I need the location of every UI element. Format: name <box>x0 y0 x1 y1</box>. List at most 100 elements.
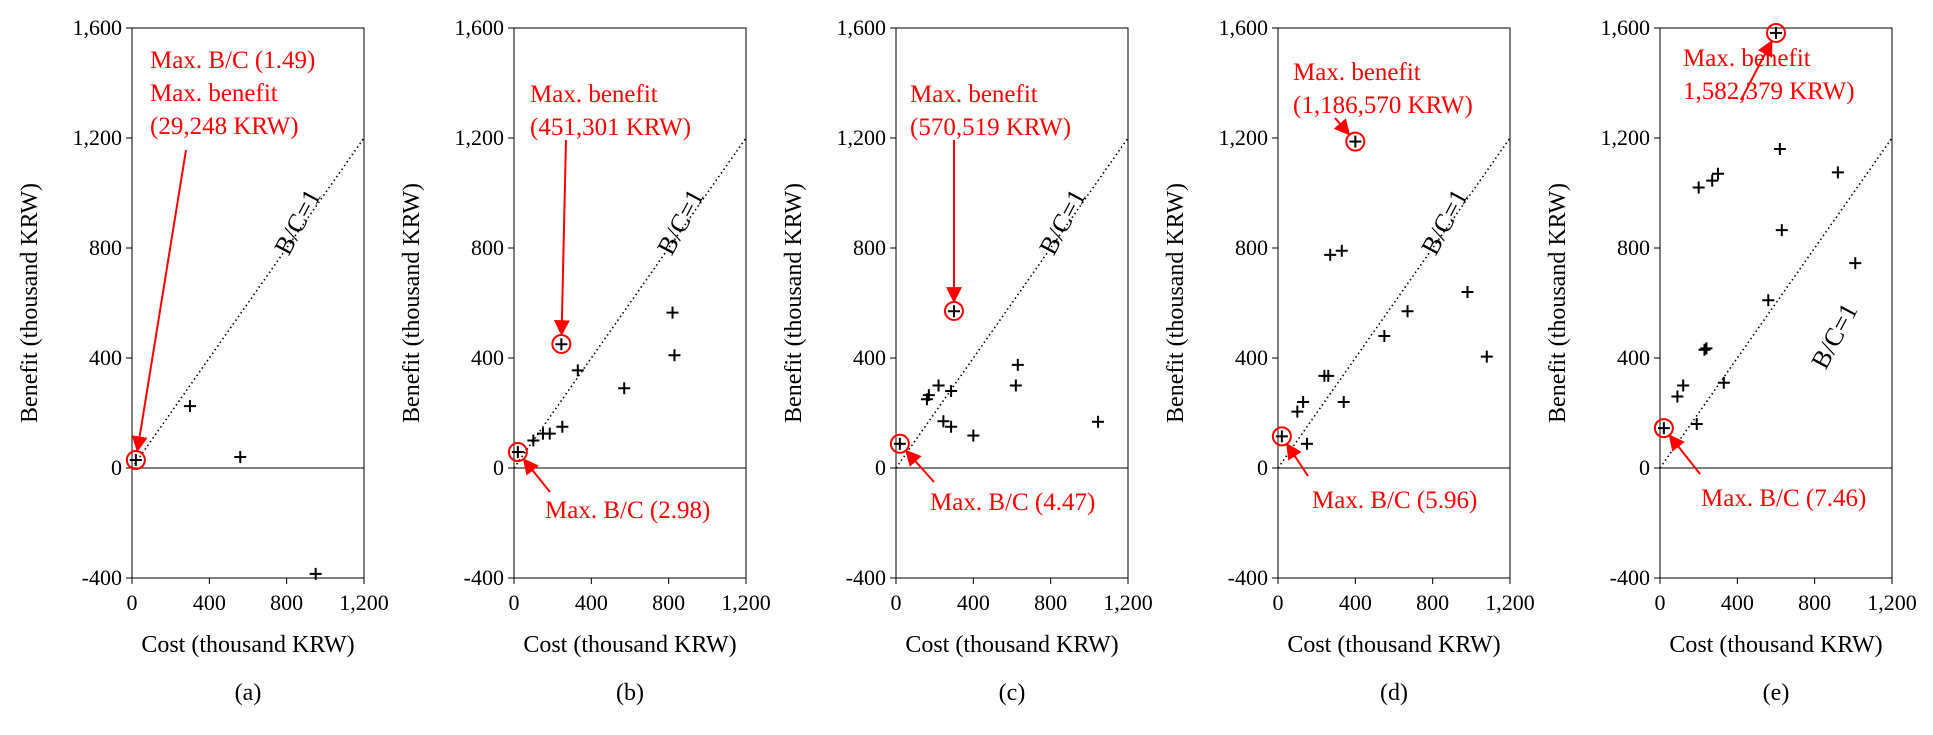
y-tick-label: 800 <box>853 235 886 260</box>
y-tick-label: 1,600 <box>73 15 123 40</box>
data-point <box>1401 305 1414 318</box>
annotation-text: (29,248 KRW) <box>150 113 299 140</box>
y-tick-label: 0 <box>111 455 122 480</box>
data-point <box>618 382 631 395</box>
annotation-arrow <box>131 149 187 453</box>
annotation-text: (451,301 KRW) <box>530 114 691 141</box>
x-tick-label: 1,200 <box>1103 590 1153 615</box>
x-tick-label: 400 <box>193 590 226 615</box>
data-point <box>1671 390 1684 403</box>
y-axis-title: Benefit (thousand KRW) <box>1163 183 1189 423</box>
y-tick-label: 1,200 <box>455 125 505 150</box>
annotation-text: Max. benefit <box>1683 45 1811 72</box>
data-point <box>1275 430 1288 443</box>
y-tick-label: -400 <box>464 565 504 590</box>
annotation-arrow <box>553 139 570 337</box>
y-tick-label: -400 <box>1228 565 1268 590</box>
y-tick-label: 1,200 <box>1601 125 1651 150</box>
annotation-text: Max. benefit <box>150 80 278 107</box>
annotation-text: (1,186,570 KRW) <box>1293 92 1473 119</box>
data-point <box>932 379 945 392</box>
y-tick-label: 0 <box>1257 455 1268 480</box>
data-point <box>1461 286 1474 298</box>
highlight-circle <box>1766 22 1786 43</box>
bc-reference-label: B/C=1 <box>1805 298 1863 373</box>
y-tick-label: 800 <box>89 235 122 260</box>
data-point <box>922 389 935 402</box>
data-point <box>527 434 540 447</box>
data-point <box>1480 350 1493 363</box>
data-point <box>1301 437 1313 450</box>
x-axis-title: Cost (thousand KRW) <box>523 632 736 658</box>
panel-label: (a) <box>235 680 262 706</box>
highlight-circle <box>507 442 528 463</box>
bc-reference-label: B/C=1 <box>1033 184 1091 259</box>
y-tick-label: 400 <box>1617 345 1650 370</box>
data-point <box>309 567 322 580</box>
data-point <box>1717 376 1730 389</box>
annotation-text: (570,519 KRW) <box>910 114 1071 141</box>
panel-label: (e) <box>1763 680 1790 706</box>
data-point <box>184 400 196 413</box>
bc-reference-line <box>513 137 747 469</box>
y-tick-label: 800 <box>1235 235 1268 260</box>
highlight-circle <box>1271 426 1292 447</box>
y-tick-label: 1,200 <box>837 125 887 150</box>
y-tick-label: -400 <box>846 565 886 590</box>
y-tick-label: 1,600 <box>1219 15 1269 40</box>
bc-reference-line <box>1277 137 1511 469</box>
annotation-text: Max. benefit <box>530 81 658 108</box>
bc-reference-label: B/C=1 <box>1415 184 1473 259</box>
y-tick-label: 800 <box>1617 235 1650 260</box>
data-point <box>1692 181 1705 194</box>
data-point <box>1291 405 1304 418</box>
annotation-text: Max. B/C (2.98) <box>545 497 710 524</box>
data-point <box>1009 379 1022 392</box>
data-point <box>1011 358 1024 371</box>
data-point <box>1700 342 1713 355</box>
data-point <box>1712 167 1724 180</box>
highlight-circle <box>1653 418 1674 439</box>
annotation-arrow <box>905 449 935 483</box>
data-point <box>967 429 980 442</box>
data-point <box>1831 166 1844 179</box>
data-point <box>1378 330 1391 342</box>
bc-reference-line <box>895 137 1129 469</box>
x-tick-label: 0 <box>891 590 902 615</box>
data-point <box>668 349 681 362</box>
panel-label: (b) <box>616 680 644 706</box>
plot-frame <box>895 27 1129 579</box>
x-tick-label: 1,200 <box>1485 590 1535 615</box>
x-tick-label: 400 <box>957 590 990 615</box>
x-axis-title: Cost (thousand KRW) <box>141 632 354 658</box>
y-axis-title: Benefit (thousand KRW) <box>781 183 807 423</box>
annotation-text: Max. B/C (5.96) <box>1312 487 1477 514</box>
panel-label: (c) <box>999 680 1026 706</box>
y-axis-title: Benefit (thousand KRW) <box>17 183 43 423</box>
x-tick-label: 800 <box>652 590 685 615</box>
x-axis-title: Cost (thousand KRW) <box>1669 632 1882 658</box>
data-point <box>945 420 958 433</box>
x-tick-label: 800 <box>1034 590 1067 615</box>
y-tick-label: 400 <box>853 345 886 370</box>
data-point <box>945 385 958 397</box>
x-tick-label: 400 <box>1339 590 1372 615</box>
data-point <box>1349 135 1362 148</box>
data-point <box>1762 294 1775 307</box>
annotation-arrow <box>1286 442 1309 477</box>
annotation-text: Max. B/C (4.47) <box>930 489 1095 516</box>
x-tick-label: 1,200 <box>1867 590 1917 615</box>
annotation-text: Max. benefit <box>1293 59 1421 86</box>
data-point <box>129 454 142 467</box>
plot-frame <box>513 27 747 579</box>
x-tick-label: 1,200 <box>721 590 771 615</box>
x-tick-label: 0 <box>127 590 138 615</box>
y-tick-label: 1,600 <box>1601 15 1651 40</box>
data-point <box>1770 26 1782 39</box>
bc-reference-label: B/C=1 <box>651 184 709 259</box>
